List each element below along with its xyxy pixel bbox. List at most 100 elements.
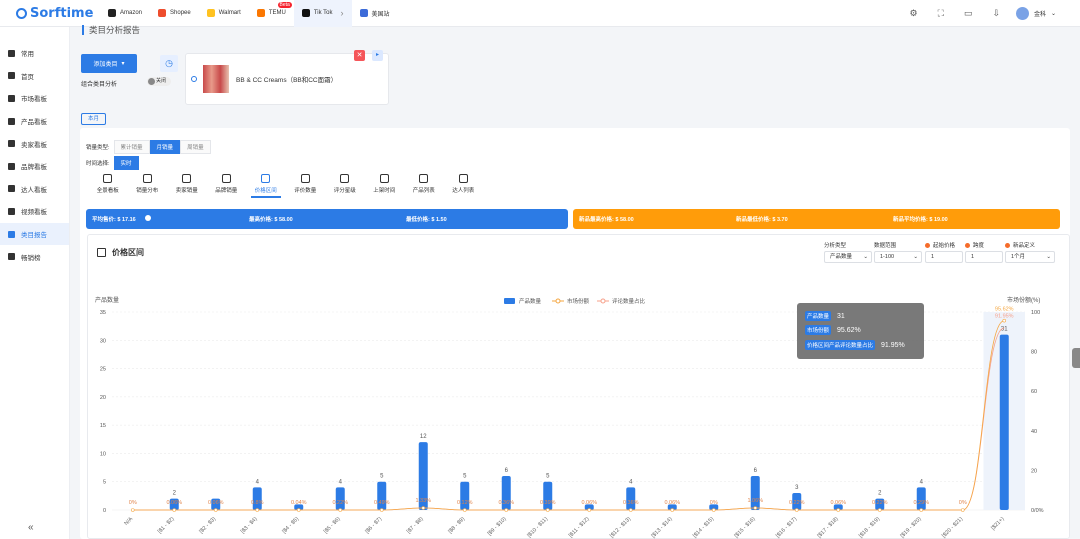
- fullscreen-icon[interactable]: ⛶: [937, 8, 944, 18]
- bar[interactable]: [750, 476, 760, 510]
- bar[interactable]: [999, 334, 1009, 510]
- avg-price: 平均售价: $ 17.16: [92, 217, 136, 223]
- point-label: 0.06%: [208, 500, 224, 506]
- market-share-point[interactable]: [504, 508, 509, 512]
- market-share-point[interactable]: [960, 508, 965, 512]
- market-share-point[interactable]: [877, 508, 882, 512]
- market-share-point[interactable]: [794, 508, 799, 512]
- market-share-point[interactable]: [172, 508, 177, 512]
- market-share-point[interactable]: [338, 508, 343, 512]
- side-drawer-handle[interactable]: [1072, 348, 1080, 368]
- bar[interactable]: [709, 504, 719, 510]
- expand-icon[interactable]: ▸: [372, 50, 383, 61]
- sidebar-item[interactable]: 常用: [0, 42, 69, 65]
- sidebar-item[interactable]: 类目报告: [0, 222, 69, 246]
- bar[interactable]: [543, 481, 553, 510]
- new-def-select[interactable]: 1个月 ⌄: [1005, 251, 1055, 263]
- bar[interactable]: [377, 481, 387, 510]
- market-share-point[interactable]: [836, 508, 841, 512]
- download-icon[interactable]: ⇩: [992, 8, 1000, 18]
- market-share-point[interactable]: [545, 508, 550, 512]
- report-tab[interactable]: 销量分布: [128, 174, 168, 198]
- bar[interactable]: [252, 487, 262, 510]
- add-category-button[interactable]: 添加类目 ▾: [81, 54, 137, 73]
- site-tab[interactable]: TEMU Beta: [249, 0, 294, 27]
- bar[interactable]: [833, 504, 843, 510]
- bar[interactable]: [418, 442, 428, 510]
- legend-label[interactable]: 评论数量占比: [612, 297, 646, 305]
- tab-icon: [340, 174, 350, 183]
- market-share-point[interactable]: [130, 508, 135, 512]
- site-tab[interactable]: 美国站: [352, 0, 398, 27]
- bar[interactable]: [335, 487, 345, 510]
- bar[interactable]: [169, 498, 179, 510]
- report-tab[interactable]: 产品列表: [404, 174, 444, 198]
- settings-icon[interactable]: ⚙: [909, 8, 918, 18]
- bar[interactable]: [584, 504, 594, 510]
- bar-value-label: 4: [256, 479, 260, 485]
- brand-logo[interactable]: Sorftime: [0, 6, 100, 21]
- collapse-sidebar-icon[interactable]: «: [28, 522, 34, 533]
- bar[interactable]: [626, 487, 636, 510]
- history-icon[interactable]: ◷: [160, 55, 178, 72]
- market-share-point[interactable]: [379, 508, 384, 512]
- bar[interactable]: [211, 498, 221, 510]
- site-tab[interactable]: Tik Tok ›: [293, 0, 352, 27]
- bar[interactable]: [667, 504, 677, 510]
- report-tab[interactable]: 上架时间: [365, 174, 405, 198]
- sidebar-item[interactable]: 市场看板: [0, 87, 69, 110]
- sidebar-item[interactable]: 视频看板: [0, 200, 69, 223]
- report-tab[interactable]: 品牌销量: [207, 174, 247, 198]
- bar[interactable]: [294, 504, 304, 510]
- sales-type-option[interactable]: 累计销量: [113, 140, 150, 154]
- bar[interactable]: [460, 481, 470, 510]
- report-tab[interactable]: 达人列表: [444, 174, 484, 198]
- market-share-point[interactable]: [628, 508, 633, 512]
- info-icon[interactable]: [145, 215, 151, 221]
- report-tab[interactable]: 卖家销量: [167, 174, 207, 198]
- market-share-point[interactable]: [421, 506, 426, 510]
- market-share-point[interactable]: [1002, 318, 1007, 323]
- report-tab[interactable]: 评价数量: [286, 174, 326, 198]
- report-tab[interactable]: 价格区间: [246, 174, 286, 198]
- bar[interactable]: [501, 476, 511, 510]
- analysis-type-select[interactable]: 产品数量 ⌄: [824, 251, 872, 263]
- legend-label[interactable]: 产品数量: [519, 297, 542, 305]
- legend-label[interactable]: 市场份额: [567, 297, 590, 305]
- market-share-point[interactable]: [919, 508, 924, 512]
- report-tab[interactable]: 评分星级: [325, 174, 365, 198]
- bar[interactable]: [916, 487, 926, 510]
- sidebar-item[interactable]: 品牌看板: [0, 155, 69, 178]
- radio-selected-icon[interactable]: [191, 76, 197, 82]
- user-menu[interactable]: 金科 ⌄: [1015, 0, 1056, 27]
- span-input[interactable]: 1: [965, 251, 1003, 263]
- market-share-point[interactable]: [753, 506, 758, 510]
- report-tab[interactable]: 全景看板: [88, 174, 128, 198]
- bar[interactable]: [792, 493, 802, 510]
- sales-type-option[interactable]: 周销量: [180, 140, 211, 154]
- site-tab[interactable]: Shopee: [150, 0, 199, 27]
- market-share-point[interactable]: [711, 508, 716, 512]
- folder-icon[interactable]: ▭: [963, 8, 973, 18]
- time-realtime-button[interactable]: 实时: [113, 156, 139, 170]
- start-price-input[interactable]: 1: [925, 251, 963, 263]
- sales-type-option[interactable]: 月销量: [149, 140, 181, 154]
- market-share-point[interactable]: [670, 508, 675, 512]
- remove-icon[interactable]: ✕: [354, 50, 365, 61]
- market-share-point[interactable]: [462, 508, 467, 512]
- period-button[interactable]: 本月: [81, 113, 107, 125]
- sidebar-item[interactable]: 产品看板: [0, 110, 69, 133]
- site-tab[interactable]: Amazon: [100, 0, 150, 27]
- market-share-point[interactable]: [255, 508, 260, 512]
- sidebar-item[interactable]: 畅销榜: [0, 245, 69, 268]
- data-range-select[interactable]: 1-100 ⌄: [874, 251, 922, 263]
- site-tab[interactable]: Walmart: [199, 0, 249, 27]
- sidebar-item[interactable]: 达人看板: [0, 178, 69, 201]
- sidebar-item[interactable]: 卖家看板: [0, 132, 69, 155]
- combo-toggle[interactable]: 关闭: [147, 77, 171, 86]
- market-share-point[interactable]: [296, 508, 301, 512]
- sidebar-item[interactable]: 首页: [0, 65, 69, 88]
- market-share-point[interactable]: [587, 508, 592, 512]
- market-share-point[interactable]: [213, 508, 218, 512]
- bar[interactable]: [875, 498, 885, 510]
